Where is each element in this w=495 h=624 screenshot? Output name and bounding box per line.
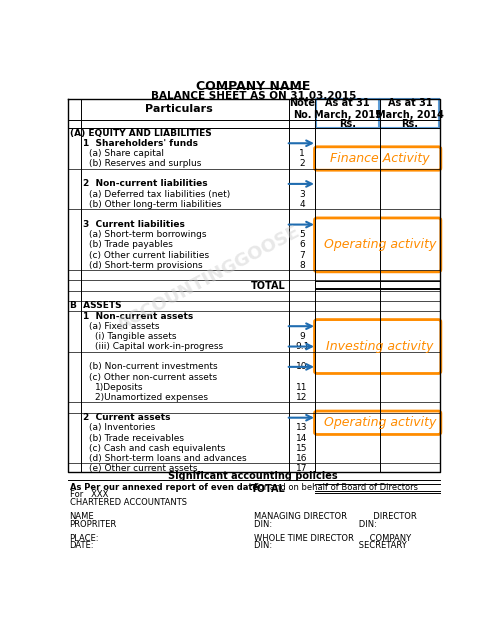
Text: 1: 1 xyxy=(299,149,305,158)
Text: PLACE:: PLACE: xyxy=(70,534,99,543)
FancyBboxPatch shape xyxy=(314,411,441,434)
Text: 12: 12 xyxy=(297,393,308,402)
Text: DATE:: DATE: xyxy=(70,542,94,550)
Text: Note
No.: Note No. xyxy=(289,99,315,120)
Text: (a) Inventories: (a) Inventories xyxy=(89,423,155,432)
Text: (d) Short-term provisions: (d) Short-term provisions xyxy=(89,261,202,270)
Text: 9.1: 9.1 xyxy=(295,342,309,351)
Text: BALANCE SHEET AS ON 31.03.2015: BALANCE SHEET AS ON 31.03.2015 xyxy=(150,91,356,101)
Text: TOTAL: TOTAL xyxy=(251,281,286,291)
Text: 15: 15 xyxy=(297,444,308,452)
FancyBboxPatch shape xyxy=(314,147,441,170)
Text: CHARTERED ACCOUNTANTS: CHARTERED ACCOUNTANTS xyxy=(70,497,187,507)
Text: (b) Non-current investments: (b) Non-current investments xyxy=(89,363,218,371)
Text: 9: 9 xyxy=(299,332,305,341)
Text: 8: 8 xyxy=(299,261,305,270)
Text: WHOLE TIME DIRECTOR      COMPANY: WHOLE TIME DIRECTOR COMPANY xyxy=(254,534,411,543)
Text: (c) Other current liabilities: (c) Other current liabilities xyxy=(89,251,209,260)
Text: 14: 14 xyxy=(297,434,308,442)
Text: (b) Trade payables: (b) Trade payables xyxy=(89,240,173,250)
Text: 4: 4 xyxy=(299,200,305,209)
Text: For   XXX: For XXX xyxy=(70,490,108,499)
Text: 13: 13 xyxy=(297,423,308,432)
Text: 6: 6 xyxy=(299,240,305,250)
Text: NAME: NAME xyxy=(70,512,94,521)
Text: MANAGING DIRECTOR          DIRECTOR: MANAGING DIRECTOR DIRECTOR xyxy=(254,512,417,521)
Text: 2: 2 xyxy=(299,159,305,168)
Text: 2)Unamortized expenses: 2)Unamortized expenses xyxy=(95,393,208,402)
Text: Investing activity: Investing activity xyxy=(326,340,434,353)
Text: 16: 16 xyxy=(297,454,308,463)
Text: 2  Non-current liabilities: 2 Non-current liabilities xyxy=(83,180,207,188)
Text: 11: 11 xyxy=(297,383,308,392)
Text: 1  Non-current assets: 1 Non-current assets xyxy=(83,311,193,321)
Text: (b) Reserves and surplus: (b) Reserves and surplus xyxy=(89,159,201,168)
Text: (b) Other long-term liabilities: (b) Other long-term liabilities xyxy=(89,200,221,209)
Text: ACCOUNTINGGOOSE: ACCOUNTINGGOOSE xyxy=(114,222,304,334)
Text: (a) Fixed assets: (a) Fixed assets xyxy=(89,322,159,331)
Text: 3  Current liabilities: 3 Current liabilities xyxy=(83,220,185,229)
Text: (i) Tangible assets: (i) Tangible assets xyxy=(95,332,177,341)
Text: DIN:                                 DIN:: DIN: DIN: xyxy=(254,520,377,529)
Text: TOTAL: TOTAL xyxy=(251,484,286,494)
Text: 5: 5 xyxy=(299,230,305,239)
Text: B  ASSETS: B ASSETS xyxy=(70,301,121,310)
FancyBboxPatch shape xyxy=(314,319,441,374)
Text: (c) Cash and cash equivalents: (c) Cash and cash equivalents xyxy=(89,444,225,452)
Text: (a) Short-term borrowings: (a) Short-term borrowings xyxy=(89,230,206,239)
Text: Particulars: Particulars xyxy=(145,104,212,114)
Text: Rs.: Rs. xyxy=(339,119,356,129)
Text: (A) EQUITY AND LIABILITIES: (A) EQUITY AND LIABILITIES xyxy=(70,129,211,138)
Text: DIN:                                 SECRETARY: DIN: SECRETARY xyxy=(254,542,407,550)
Text: (iii) Capital work-in-progress: (iii) Capital work-in-progress xyxy=(95,342,223,351)
Text: Operating activity: Operating activity xyxy=(324,416,436,429)
Text: (e) Other current assets: (e) Other current assets xyxy=(89,464,198,473)
Text: 3: 3 xyxy=(299,190,305,198)
Text: As at 31
March, 2015: As at 31 March, 2015 xyxy=(313,99,382,120)
Text: (a) Deferred tax liabilities (net): (a) Deferred tax liabilities (net) xyxy=(89,190,230,198)
Text: (a) Share capital: (a) Share capital xyxy=(89,149,164,158)
Text: For and on behalf of Board of Directors: For and on behalf of Board of Directors xyxy=(254,483,418,492)
Text: PROPRITER: PROPRITER xyxy=(70,520,117,529)
Text: Finance Activity: Finance Activity xyxy=(330,152,430,165)
Text: 1)Deposits: 1)Deposits xyxy=(95,383,144,392)
Text: 7: 7 xyxy=(299,251,305,260)
Text: 17: 17 xyxy=(297,464,308,473)
Text: (b) Trade receivables: (b) Trade receivables xyxy=(89,434,184,442)
Text: COMPANY NAME: COMPANY NAME xyxy=(196,80,310,93)
Text: 2  Current assets: 2 Current assets xyxy=(83,413,170,422)
Text: As Per our annexed report of even date: As Per our annexed report of even date xyxy=(70,483,258,492)
Text: Rs.: Rs. xyxy=(401,119,418,129)
FancyBboxPatch shape xyxy=(314,218,441,272)
Text: Operating activity: Operating activity xyxy=(324,238,436,251)
Text: 1  Shareholders' funds: 1 Shareholders' funds xyxy=(83,139,198,148)
Text: (d) Short-term loans and advances: (d) Short-term loans and advances xyxy=(89,454,247,463)
Text: (c) Other non-current assets: (c) Other non-current assets xyxy=(89,373,217,381)
Text: As at 31
March, 2014: As at 31 March, 2014 xyxy=(376,99,444,120)
Text: 10: 10 xyxy=(297,363,308,371)
Text: Significant accounting policies: Significant accounting policies xyxy=(168,471,338,481)
